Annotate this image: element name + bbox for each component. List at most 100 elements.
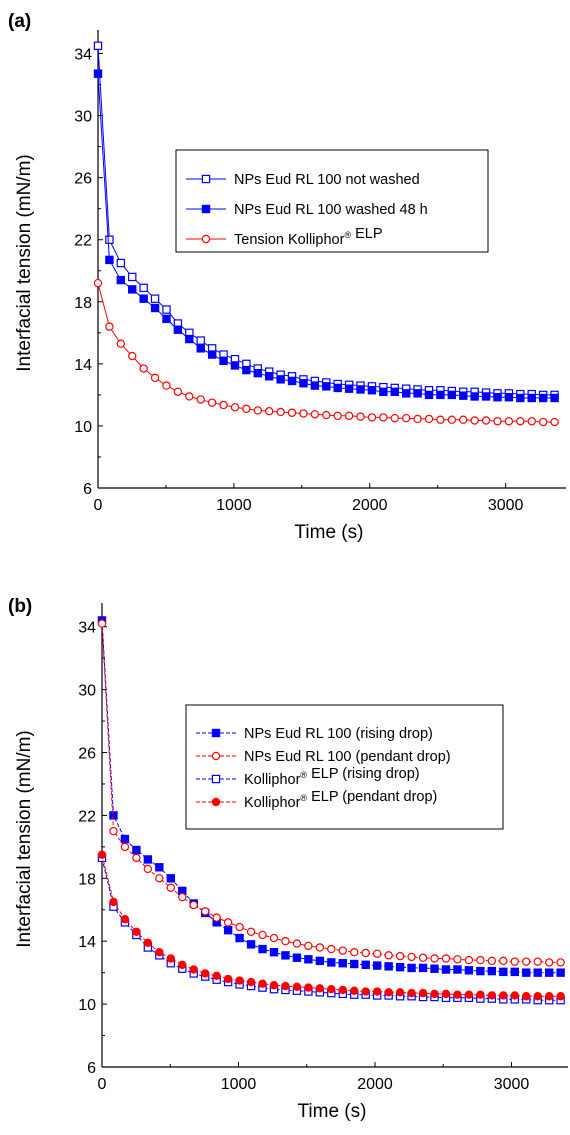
y-tick-label: 34 [74, 47, 92, 64]
data-point [504, 393, 514, 402]
x-axis-label: Time (s) [295, 522, 364, 543]
legend-marker [201, 234, 211, 244]
data-point [143, 855, 153, 864]
data-point [384, 988, 393, 997]
data-point [97, 619, 107, 628]
data-point [499, 967, 508, 977]
panel-label: (a) [8, 11, 31, 32]
data-point [464, 966, 474, 975]
data-point [166, 874, 175, 883]
data-point [185, 334, 194, 344]
data-point [430, 954, 439, 963]
data-point [200, 969, 210, 978]
data-point [287, 408, 297, 417]
data-point [196, 344, 205, 353]
y-tick-label: 30 [78, 683, 96, 700]
data-point [109, 826, 118, 836]
data-point [344, 411, 354, 421]
data-point [395, 962, 405, 972]
data-point [258, 930, 267, 940]
data-point [361, 987, 370, 996]
data-point [223, 926, 233, 935]
data-point [481, 416, 491, 425]
data-point [464, 990, 474, 999]
data-point [276, 407, 285, 417]
x-tick-label: 2000 [357, 1076, 393, 1093]
data-point [379, 413, 388, 422]
y-tick-label: 30 [74, 109, 92, 126]
data-point [510, 991, 519, 1000]
data-point [413, 389, 422, 398]
data-point [459, 391, 468, 400]
data-point [196, 395, 205, 404]
x-tick-label: 3000 [494, 1076, 530, 1093]
legend: NPs Eud RL 100 not washed NPs Eud RL 100 … [175, 149, 489, 253]
data-point [361, 960, 370, 969]
data-point [538, 417, 548, 427]
data-point [173, 325, 183, 334]
data-point [223, 974, 233, 984]
x-axis-label: Time (s) [298, 1101, 367, 1122]
data-point [395, 951, 405, 961]
data-point [246, 940, 256, 949]
data-point [120, 842, 130, 852]
data-point [550, 417, 559, 427]
data-point [356, 412, 365, 421]
data-point [292, 939, 302, 948]
data-point [453, 955, 462, 964]
series-tension-kolliphor-elp [93, 278, 559, 427]
data-point [304, 941, 313, 951]
y-tick-label: 22 [78, 808, 96, 825]
data-point [372, 987, 382, 996]
data-point [265, 372, 274, 381]
data-point [269, 933, 279, 943]
data-point [556, 992, 565, 1001]
data-point [510, 967, 519, 977]
data-point [453, 965, 462, 974]
panel-label: (b) [8, 596, 32, 617]
data-point [315, 956, 325, 966]
data-point [281, 981, 290, 991]
data-point [384, 951, 393, 960]
legend-label-nps-eud-rl-100-rising-drop: NPs Eud RL 100 (rising drop) [244, 726, 433, 742]
data-point [493, 393, 502, 402]
legend: NPs Eud RL 100 (rising drop) NPs Eud RL 1… [185, 704, 504, 830]
chart-panel-a: (a) 6 10 14 18 22 26 30 34 0 1000 2000 3000 Time (s) I… [0, 0, 570, 567]
data-point [155, 863, 164, 872]
data-point [162, 305, 171, 314]
data-point [527, 417, 536, 426]
data-point [499, 991, 508, 1000]
data-point [196, 336, 205, 345]
data-point [322, 410, 331, 420]
data-point [522, 968, 531, 977]
data-point [139, 294, 148, 303]
legend-marker [201, 174, 211, 184]
data-point [116, 258, 126, 268]
data-point [476, 966, 485, 976]
data-point [527, 393, 536, 403]
data-point [178, 960, 187, 969]
series-nps-eud-rl-100-pendant-drop [97, 619, 565, 967]
y-tick-label: 26 [78, 746, 96, 763]
data-point [253, 368, 262, 378]
data-point [105, 255, 114, 265]
data-point [310, 410, 320, 419]
data-point [544, 968, 554, 977]
data-point [120, 834, 130, 844]
data-point [401, 389, 411, 398]
data-point [441, 965, 451, 974]
data-point [430, 964, 439, 973]
legend-marker [211, 774, 221, 784]
data-point [367, 386, 377, 395]
data-point [510, 957, 519, 966]
chart-panel-b: (b) 6 10 14 18 22 26 30 34 0 1000 2000 3000 Time (s) I… [0, 567, 570, 1134]
y-tick-label: 14 [78, 934, 96, 951]
data-point [299, 379, 308, 388]
data-point [436, 390, 445, 400]
series-kolliphor-elp-pendant-drop [97, 850, 565, 1001]
data-point [556, 958, 565, 967]
data-point [162, 314, 171, 324]
data-point [499, 956, 508, 966]
data-point [93, 41, 103, 50]
data-point [315, 943, 325, 952]
